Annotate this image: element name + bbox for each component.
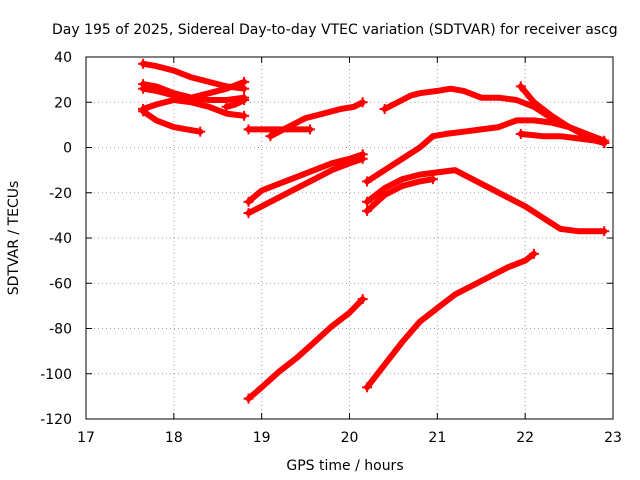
x-tick-label: 18 — [165, 430, 183, 446]
y-tick-label: 40 — [54, 50, 72, 66]
chart-title: Day 195 of 2025, Sidereal Day-to-day VTE… — [52, 22, 618, 38]
series-arc4 — [140, 97, 248, 119]
x-tick-label: 23 — [604, 430, 622, 446]
grid — [86, 57, 613, 419]
series-arc15 — [517, 130, 608, 146]
series-arc9 — [245, 151, 366, 205]
y-tick-label: 20 — [54, 95, 72, 111]
x-tick-labels: 17 18 19 20 21 22 23 — [77, 430, 622, 446]
y-axis-label: SDTVAR / TECUs — [6, 181, 22, 296]
axis-ticks — [85, 56, 614, 420]
series-arc16 — [364, 167, 608, 235]
series-arc5 — [140, 108, 204, 135]
series-arc10 — [245, 155, 366, 217]
y-tick-label: -100 — [40, 367, 72, 383]
x-tick-label: 17 — [77, 430, 95, 446]
series-arc18 — [364, 250, 537, 391]
x-axis-label: GPS time / hours — [286, 458, 403, 474]
x-tick-label: 19 — [253, 430, 271, 446]
series-arc8 — [267, 99, 366, 140]
data-series-group — [138, 58, 610, 404]
x-tick-label: 22 — [516, 430, 534, 446]
y-tick-label: 0 — [63, 141, 72, 157]
y-tick-label: -40 — [49, 231, 72, 247]
y-tick-label: -120 — [40, 412, 72, 428]
series-arc11 — [245, 296, 366, 402]
y-tick-labels: -120 -100 -80 -60 -40 -20 0 20 40 — [40, 50, 72, 428]
x-tick-label: 21 — [428, 430, 446, 446]
y-tick-label: -80 — [49, 322, 72, 338]
series-arc17 — [364, 176, 436, 214]
y-tick-label: -60 — [49, 276, 72, 292]
series-arc3 — [140, 78, 248, 101]
x-tick-label: 20 — [341, 430, 359, 446]
y-tick-label: -20 — [49, 186, 72, 202]
